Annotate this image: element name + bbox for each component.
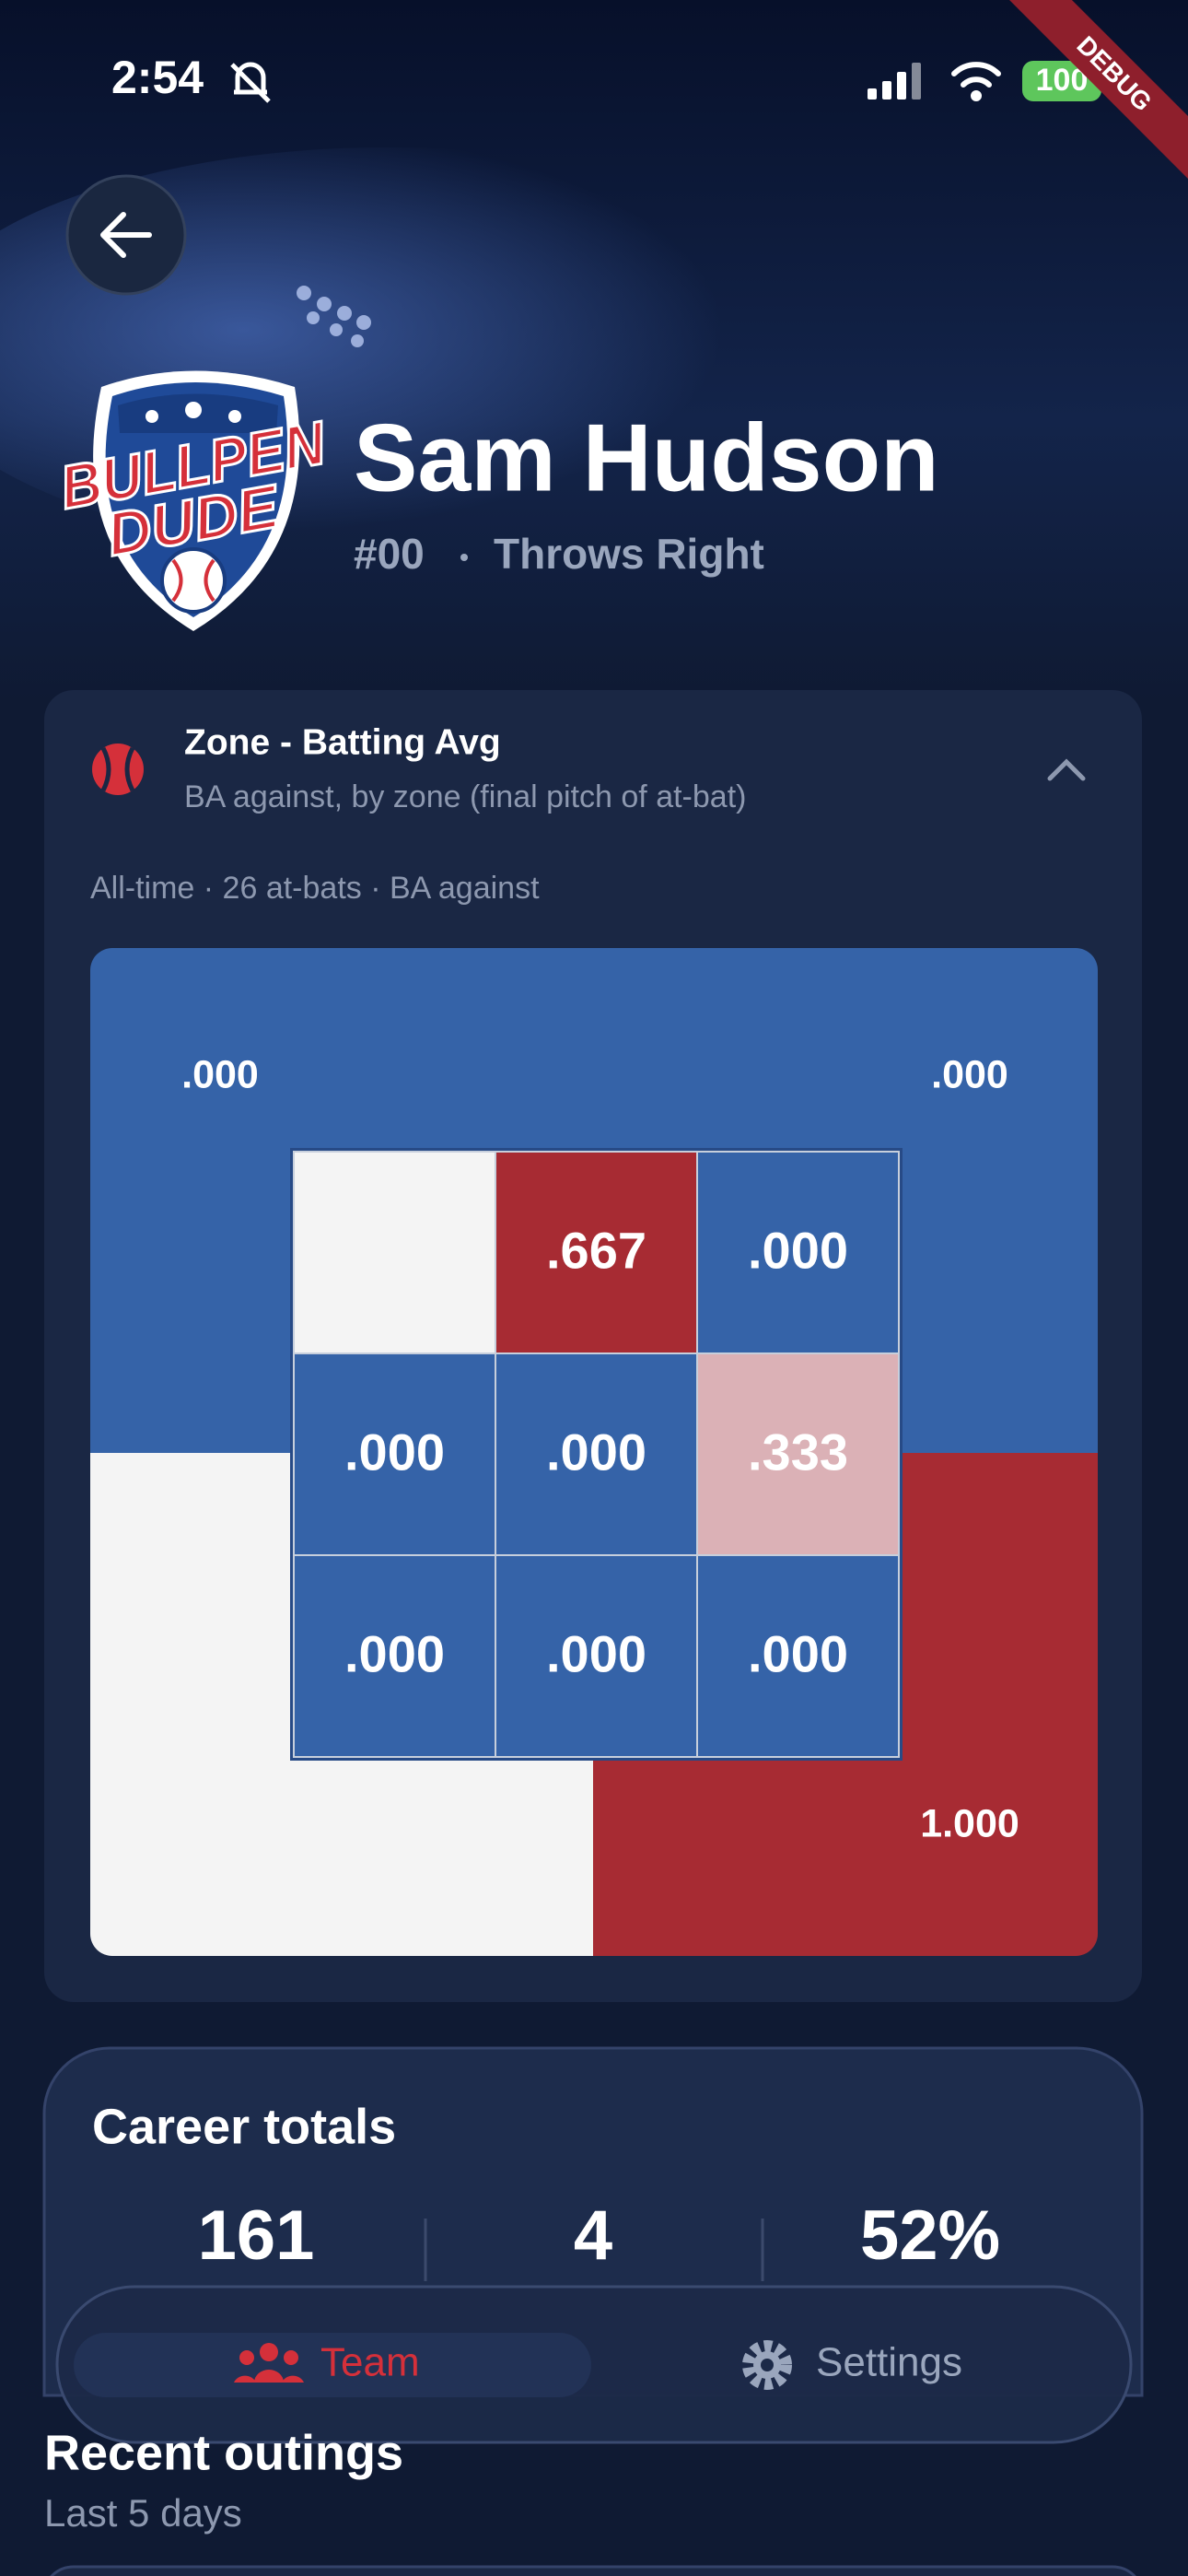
zone-cell-label: .333 [748, 1423, 848, 1481]
outer-zone-label: .000 [181, 1052, 259, 1096]
back-button[interactable] [65, 174, 187, 296]
zone-cell [293, 1554, 496, 1758]
career-stat: 4 [574, 2196, 612, 2275]
career-title: Career totals [92, 2099, 396, 2154]
outing-card [50, 2565, 1136, 2576]
nav-settings-label: Settings [816, 2340, 962, 2385]
outer-zone-label: .000 [931, 1052, 1008, 1096]
zone-meta: All-time · 26 at-bats · BA against [90, 871, 540, 906]
zone-cell [293, 1352, 496, 1556]
zone-cell-label: .000 [546, 1624, 646, 1682]
zone-cell-label: .000 [344, 1423, 445, 1481]
zone-cell-label: .000 [748, 1221, 848, 1279]
baseball-icon [92, 744, 144, 795]
zone-cell-label: .000 [344, 1624, 445, 1682]
separator-dot [460, 554, 468, 561]
zone-cell [696, 1554, 900, 1758]
zone-cell [495, 1352, 698, 1556]
zone-cell-label: .667 [546, 1221, 646, 1279]
zone-cell [696, 1352, 900, 1556]
wifi-icon [951, 62, 1001, 101]
nav-team-label: Team [320, 2340, 420, 2385]
recent-title: Recent outings [44, 2425, 403, 2480]
status-time: 2:54 [111, 52, 204, 103]
zone-cell-label: .000 [546, 1423, 646, 1481]
silent-icon [230, 62, 271, 103]
zone-title: Zone - Batting Avg [184, 722, 501, 762]
team-logo: BULLPEN DUDE [53, 370, 332, 631]
player-throws: Throws Right [494, 530, 764, 578]
career-stat: 161 [198, 2196, 315, 2275]
strike-zone-grid: .667 .000 .000 .000 .333 .000 .000 .000 [290, 1148, 903, 1761]
zone-chart: .000 .000 1.000 .667 .000 .000 .000 .333 .000… [90, 948, 1098, 1956]
zone-subtitle: BA against, by zone (final pitch of at-b… [184, 779, 746, 814]
zone-cell-label: .000 [748, 1624, 848, 1682]
outer-zone-label: 1.000 [920, 1801, 1019, 1845]
zone-cell [293, 1151, 496, 1354]
bottom-nav [55, 2285, 1133, 2444]
player-name: Sam Hudson [354, 404, 939, 511]
recent-subtitle: Last 5 days [44, 2491, 242, 2535]
zone-cell [495, 1554, 698, 1758]
nav-settings[interactable]: Settings [742, 2340, 962, 2390]
collapse-button[interactable] [1047, 758, 1086, 781]
stadium-lights [297, 286, 371, 347]
career-stat: 52% [860, 2196, 1000, 2275]
player-number: #00 [354, 530, 425, 578]
signal-icon [868, 63, 921, 100]
nav-team[interactable]: Team [74, 2333, 591, 2397]
zone-cell [495, 1151, 698, 1354]
